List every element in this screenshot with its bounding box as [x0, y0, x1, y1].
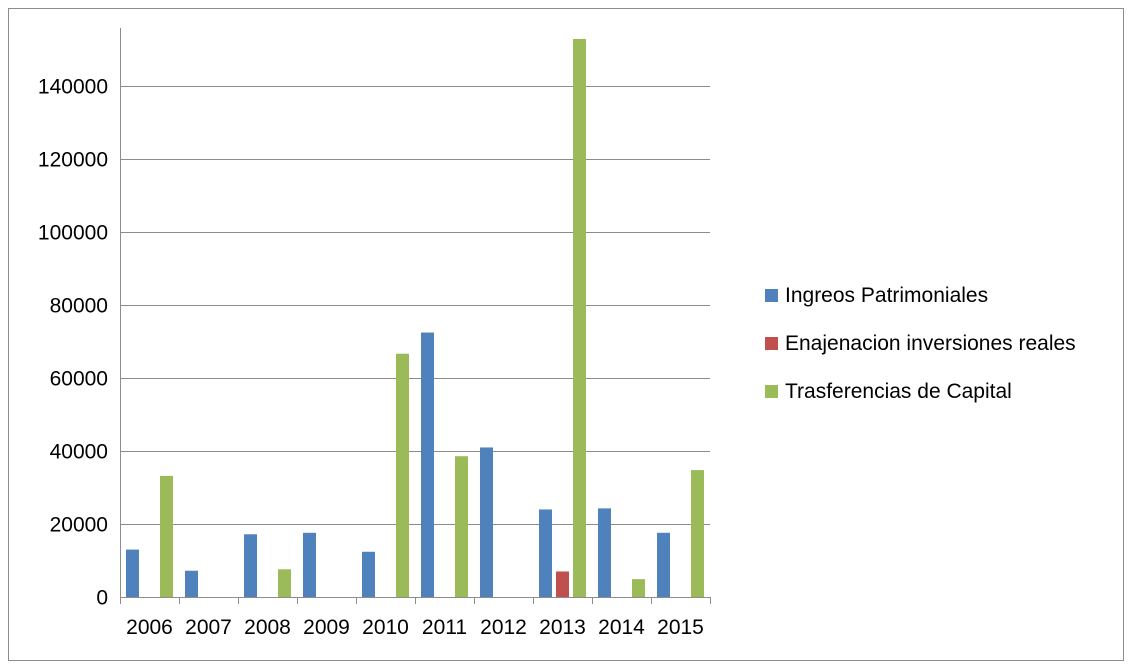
x-tick-label: 2006	[126, 616, 173, 639]
axes	[120, 28, 711, 604]
y-tick-label: 140000	[38, 76, 108, 99]
bar	[556, 571, 569, 597]
x-tick-labels: 2006 2007 2008 2009 2010 2011 2012 2013 2014 2015	[126, 616, 704, 639]
bar	[539, 509, 552, 597]
bar	[691, 470, 704, 597]
y-tick-label: 20000	[50, 514, 108, 537]
bar	[480, 447, 493, 597]
bar	[303, 532, 316, 597]
legend: Ingreos Patrimoniales Enajenacion inversi…	[765, 284, 1076, 403]
bar	[362, 551, 375, 597]
x-tick-label: 2013	[539, 616, 586, 639]
x-tick-label: 2011	[422, 616, 467, 639]
x-tick-label: 2008	[244, 616, 291, 639]
bar	[126, 549, 139, 597]
gridlines	[120, 86, 710, 525]
bar	[396, 353, 409, 597]
bar	[657, 532, 670, 597]
legend-swatch	[765, 289, 778, 302]
bar	[598, 508, 611, 597]
legend-label: Enajenacion inversiones reales	[785, 332, 1076, 355]
x-tick-label: 2009	[303, 616, 350, 639]
bar	[632, 579, 645, 597]
y-tick-label: 120000	[38, 149, 108, 172]
x-tick-label: 2007	[185, 616, 232, 639]
bar	[573, 38, 586, 597]
bars	[126, 38, 704, 597]
y-tick-label: 80000	[50, 295, 108, 318]
bar	[244, 534, 257, 597]
x-tick-label: 2014	[598, 616, 645, 639]
legend-swatch	[765, 337, 778, 350]
x-tick-label: 2012	[480, 616, 527, 639]
legend-label: Ingreos Patrimoniales	[785, 284, 988, 307]
y-tick-label: 0	[96, 587, 108, 610]
y-tick-label: 100000	[38, 222, 108, 245]
bar	[160, 475, 173, 597]
y-tick-label: 40000	[50, 441, 108, 464]
y-tick-label: 60000	[50, 368, 108, 391]
legend-swatch	[765, 385, 778, 398]
bar	[278, 569, 291, 597]
legend-label: Trasferencias de Capital	[785, 380, 1012, 403]
x-tick-label: 2015	[657, 616, 704, 639]
chart-frame	[8, 8, 1124, 661]
bar	[185, 570, 198, 597]
x-tick-label: 2010	[362, 616, 409, 639]
bar	[421, 332, 434, 597]
bar	[455, 456, 468, 597]
y-tick-labels: 0 20000 40000 60000 80000 100000 120000 140000	[38, 76, 108, 610]
